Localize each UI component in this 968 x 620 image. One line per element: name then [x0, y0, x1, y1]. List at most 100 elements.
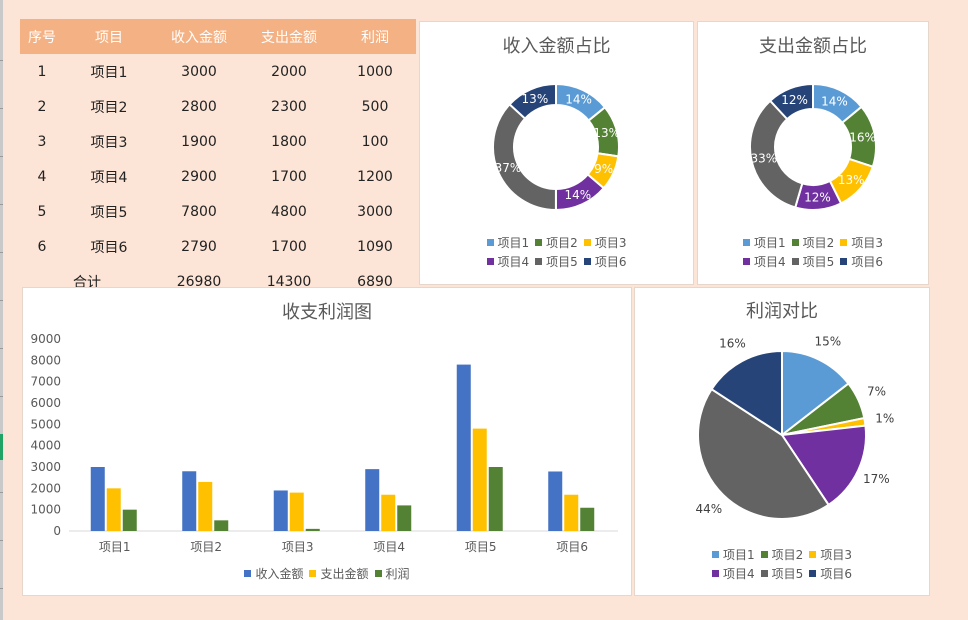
slice-项目6[interactable]: [768, 82, 814, 121]
legend-item[interactable]: 收入金额: [244, 565, 303, 584]
data-label: 12%: [781, 93, 808, 107]
data-label: 14%: [821, 94, 848, 108]
legend-item[interactable]: 项目4: [712, 565, 755, 584]
legend-item[interactable]: 项目6: [840, 253, 883, 272]
legend-swatch-icon: [840, 239, 848, 246]
slice-项目6[interactable]: [508, 82, 557, 120]
legend-item[interactable]: 项目2: [535, 234, 578, 253]
legend-item[interactable]: 项目3: [809, 546, 852, 565]
income-share-chart[interactable]: 收入金额占比 14% 13% 9% 14% 37% 13% 项目1 项目2 项目3 项目4 项目5…: [419, 21, 694, 285]
data-label: 13%: [522, 92, 549, 106]
y-tick-label: 1000: [30, 503, 61, 517]
y-tick-label: 6000: [30, 396, 61, 410]
legend-swatch-icon: [809, 570, 817, 577]
bar-支出金额-项目3[interactable]: [289, 492, 304, 531]
bar-利润-项目1[interactable]: [122, 509, 137, 531]
income-donut: 14%13%9%14%37%13%: [492, 82, 620, 212]
bar-收入金额-项目4[interactable]: [365, 469, 380, 531]
legend-item[interactable]: 利润: [374, 565, 410, 584]
slice-项目4[interactable]: [780, 424, 867, 507]
y-tick-label: 7000: [30, 375, 61, 389]
legend-item[interactable]: 项目5: [535, 253, 578, 272]
bar-利润-项目3[interactable]: [305, 528, 320, 531]
profit-comparison-chart[interactable]: 利润对比 15% 7% 1% 17% 44% 16% 项目1 项目2 项目3 项目4 项目5 项目6: [634, 287, 930, 596]
y-tick-label: 4000: [30, 439, 61, 453]
y-tick-label: 9000: [30, 332, 61, 346]
data-label: 9%: [594, 162, 613, 176]
bar-利润-项目4[interactable]: [397, 505, 412, 531]
slice-项目5[interactable]: [749, 99, 804, 209]
x-tick-label: 项目5: [465, 540, 497, 554]
legend-item[interactable]: 项目1: [743, 234, 786, 253]
bar-支出金额-项目5[interactable]: [472, 428, 487, 531]
data-label: 37%: [495, 161, 522, 175]
bar-支出金额-项目6[interactable]: [564, 494, 579, 531]
legend-item[interactable]: 项目6: [809, 565, 852, 584]
legend-item[interactable]: 支出金额: [309, 565, 369, 584]
legend-item[interactable]: 项目6: [583, 253, 626, 272]
cell-income: 1900: [181, 133, 217, 150]
legend-item[interactable]: 项目5: [760, 565, 804, 584]
expense-share-chart[interactable]: 支出金额占比 14% 16% 13% 12% 33% 12% 项目1 项目2 项目3 项目4 项目…: [697, 21, 929, 285]
legend-item[interactable]: 项目3: [583, 234, 627, 253]
legend-item[interactable]: 项目4: [743, 253, 786, 272]
legend-label: 项目3: [820, 548, 852, 562]
data-label: 7%: [867, 385, 886, 399]
legend-swatch-icon: [583, 239, 591, 246]
data-label: 13%: [593, 126, 620, 140]
cell-expense: 4800: [271, 203, 307, 220]
legend-item[interactable]: 项目4: [486, 253, 530, 272]
bar-支出金额-项目1[interactable]: [106, 488, 121, 531]
bar-利润-项目2[interactable]: [214, 520, 229, 531]
expense-donut: 14% 16% 13% 12% 33% 12%: [749, 82, 877, 211]
legend-item[interactable]: 项目2: [760, 546, 803, 565]
bar-支出金额-项目2[interactable]: [198, 481, 213, 531]
slice-项目1[interactable]: [781, 349, 850, 438]
y-tick-label: 5000: [30, 417, 61, 431]
slice-项目6[interactable]: [710, 349, 783, 437]
legend-label: 项目3: [594, 236, 627, 250]
income-expense-profit-chart[interactable]: 收支利润图 0 1000 2000 3000 4000 5000 6000 7000 8000 9…: [22, 287, 632, 596]
table-row: 6 项目6 2790 1700 1090: [20, 229, 416, 264]
legend-label: 项目6: [820, 567, 852, 581]
cell-income: 2790: [181, 238, 217, 255]
table-row: 2 项目2 2800 2300 500: [20, 89, 416, 124]
legend-item[interactable]: 项目3: [840, 234, 883, 253]
bar-收入金额-项目2[interactable]: [182, 471, 197, 531]
selected-row-marker: [0, 434, 3, 460]
legend-item[interactable]: 项目1: [486, 234, 529, 253]
bar-收入金额-项目5[interactable]: [456, 364, 471, 531]
legend-label: 项目5: [771, 567, 804, 581]
y-tick-label: 8000: [30, 353, 61, 367]
x-tick-label: 项目4: [373, 540, 405, 554]
cell-item: 项目1: [90, 64, 128, 81]
bar-收入金额-项目1[interactable]: [90, 467, 105, 531]
legend-item[interactable]: 项目2: [791, 234, 834, 253]
legend-item[interactable]: 项目1: [712, 546, 755, 565]
col-header-income: 收入金额: [154, 19, 244, 54]
slice-项目5[interactable]: [697, 387, 830, 520]
cell-item: 项目3: [90, 134, 128, 151]
bar-利润-项目5[interactable]: [488, 467, 503, 531]
bar-收入金额-项目3[interactable]: [273, 490, 288, 531]
legend-label: 项目6: [851, 255, 883, 269]
total-income: 26980: [176, 273, 222, 290]
table-row: 3 项目3 1900 1800 100: [20, 124, 416, 159]
legend-item[interactable]: 项目5: [791, 253, 835, 272]
legend-label: 项目4: [497, 255, 530, 269]
cell-profit: 1000: [357, 63, 393, 80]
data-label: 12%: [804, 190, 831, 204]
cell-item: 项目2: [90, 99, 128, 116]
cell-income: 2900: [181, 168, 217, 185]
table-row: 5 项目5 7800 4800 3000: [20, 194, 416, 229]
data-label: 33%: [751, 152, 778, 166]
cell-expense: 1800: [271, 133, 307, 150]
legend-label: 项目4: [723, 567, 755, 581]
x-tick-label: 项目6: [556, 540, 588, 554]
bar-利润-项目6[interactable]: [580, 507, 595, 531]
cell-index: 1: [37, 63, 47, 80]
legend-label: 项目5: [802, 255, 835, 269]
bar-支出金额-项目4[interactable]: [381, 494, 396, 531]
bar-收入金额-项目6[interactable]: [548, 471, 563, 531]
slice-项目5[interactable]: [492, 102, 557, 212]
